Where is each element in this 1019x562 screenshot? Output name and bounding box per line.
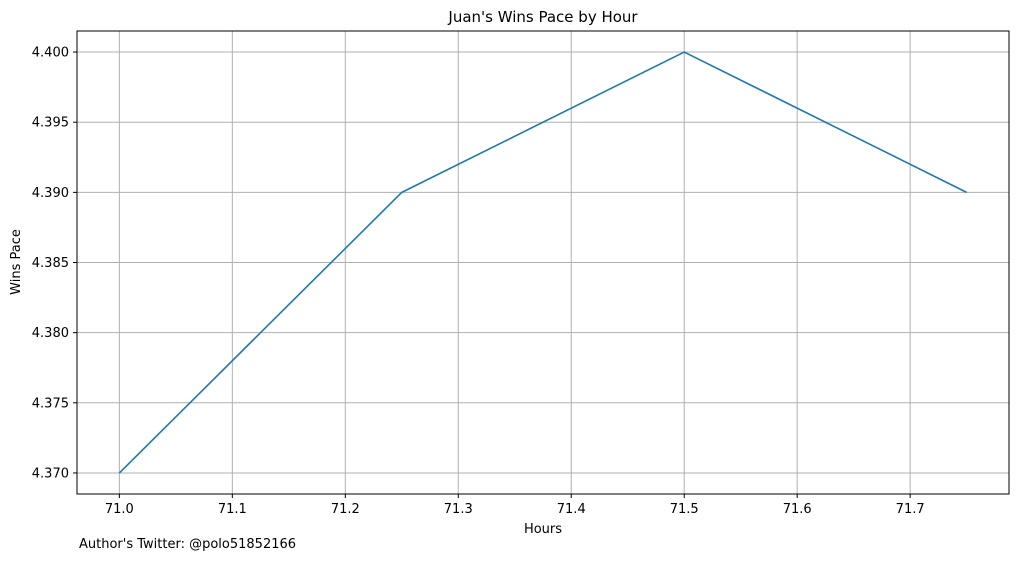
y-tick-label: 4.375: [32, 396, 69, 411]
x-tick-label: 71.1: [218, 502, 247, 517]
y-tick-label: 4.385: [32, 256, 69, 271]
y-tick-label: 4.390: [32, 186, 69, 201]
x-tick-label: 71.5: [670, 502, 699, 517]
y-tick-label: 4.400: [32, 46, 69, 61]
y-tick-label: 4.380: [32, 326, 69, 341]
x-axis-label: Hours: [524, 522, 562, 537]
x-tick-label: 71.2: [331, 502, 360, 517]
y-axis-label: Wins Pace: [9, 229, 24, 295]
grid-lines: [77, 31, 1009, 494]
y-tick-label: 4.370: [32, 466, 69, 481]
x-tick-label: 71.0: [105, 502, 134, 517]
x-tick-label: 71.7: [896, 502, 925, 517]
axis-ticks: 71.0 71.1 71.2 71.3 71.4 71.5 71.6 71.7 4.370 4.3…: [32, 46, 925, 517]
y-tick-label: 4.395: [32, 116, 69, 131]
x-tick-label: 71.3: [444, 502, 473, 517]
x-tick-label: 71.6: [783, 502, 812, 517]
chart-title: Juan's Wins Pace by Hour: [447, 8, 638, 26]
x-tick-label: 71.4: [557, 502, 586, 517]
series-layer: [118, 51, 967, 474]
author-twitter-note: Author's Twitter: @polo51852166: [79, 537, 297, 552]
series-line: [118, 51, 967, 474]
